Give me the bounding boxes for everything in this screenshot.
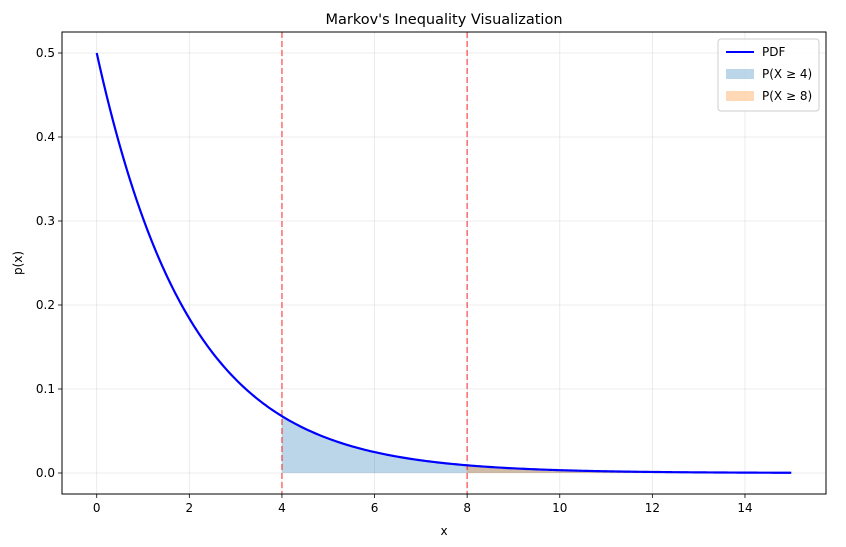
shaded-areas <box>281 416 792 473</box>
x-tick-label: 2 <box>186 501 194 515</box>
x-tick-label: 0 <box>93 501 101 515</box>
legend-swatch-p-x-ge-8 <box>726 91 754 101</box>
y-tick-label: 0.2 <box>36 298 55 312</box>
x-axis-label: x <box>440 524 447 538</box>
area-p-x-ge-4 <box>281 416 792 473</box>
y-axis-label: p(x) <box>11 251 25 275</box>
x-tick-label: 12 <box>645 501 660 515</box>
area-p-x-ge-8 <box>467 465 792 473</box>
legend-swatch-p-x-ge-4 <box>726 69 754 79</box>
plot-frame <box>61 31 827 495</box>
x-tick-label: 14 <box>737 501 752 515</box>
pdf-line <box>95 52 792 474</box>
legend: PDF P(X ≥ 4) P(X ≥ 8) <box>717 38 820 112</box>
x-tick-label: 6 <box>371 501 379 515</box>
y-tick-label: 0.3 <box>36 214 55 228</box>
pdf-series <box>95 52 792 474</box>
legend-label-pdf: PDF <box>762 45 785 59</box>
y-tick-label: 0.0 <box>36 466 55 480</box>
x-tick-label: 4 <box>278 501 286 515</box>
axis-ticks: 0 2 4 6 8 10 12 14 0.0 0.1 0.2 0.3 0.4 0.5 <box>36 46 753 515</box>
x-tick-label: 8 <box>463 501 471 515</box>
chart-title: Markov's Inequality Visualization <box>325 12 562 28</box>
y-tick-label: 0.4 <box>36 130 55 144</box>
y-tick-label: 0.1 <box>36 382 55 396</box>
legend-label-p-x-ge-4: P(X ≥ 4) <box>762 67 812 81</box>
y-tick-label: 0.5 <box>36 46 55 60</box>
legend-label-p-x-ge-8: P(X ≥ 8) <box>762 89 812 103</box>
x-tick-label: 10 <box>552 501 567 515</box>
grid <box>62 32 826 494</box>
threshold-lines <box>281 32 468 494</box>
legend-box <box>717 38 820 112</box>
